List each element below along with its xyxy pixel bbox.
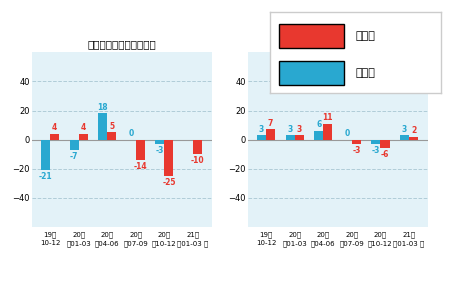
Text: 18: 18 <box>97 103 108 112</box>
Text: 4: 4 <box>52 123 57 132</box>
Bar <box>400 135 409 140</box>
Text: 0: 0 <box>129 129 134 138</box>
Text: 3: 3 <box>259 125 264 134</box>
Text: 月10-12: 月10-12 <box>152 240 177 247</box>
Text: 3: 3 <box>297 125 302 134</box>
Text: 月01-03: 月01-03 <box>282 240 307 247</box>
Text: -7: -7 <box>70 152 78 161</box>
Text: 月04-06: 月04-06 <box>311 240 336 247</box>
Text: -10: -10 <box>191 156 204 165</box>
Text: -25: -25 <box>162 178 176 187</box>
Title: １棟当り受注床面積指数（全国）: １棟当り受注床面積指数（全国） <box>291 39 384 49</box>
Text: 月01-03 月: 月01-03 月 <box>177 240 208 247</box>
Text: 20年: 20年 <box>288 231 301 238</box>
Bar <box>193 140 202 154</box>
Title: 総受注金額指数（全国）: 総受注金額指数（全国） <box>87 39 156 49</box>
Text: 20年: 20年 <box>345 231 358 238</box>
Text: 5: 5 <box>109 122 114 131</box>
Text: 見通し: 見通し <box>356 68 375 78</box>
Bar <box>69 140 79 150</box>
Text: -3: -3 <box>156 146 164 155</box>
Bar <box>155 140 164 144</box>
Text: 10-12: 10-12 <box>40 240 60 246</box>
Text: -3: -3 <box>352 146 360 155</box>
Bar <box>98 113 107 140</box>
Text: 月10-12: 月10-12 <box>368 240 393 247</box>
Text: 11: 11 <box>323 113 333 122</box>
Text: 21年: 21年 <box>186 231 199 238</box>
Bar <box>266 129 275 140</box>
Text: 月07-09: 月07-09 <box>339 240 364 247</box>
Text: 0: 0 <box>345 129 350 138</box>
FancyBboxPatch shape <box>279 24 343 48</box>
Text: 3: 3 <box>288 125 292 134</box>
Bar <box>79 134 88 140</box>
Bar <box>41 140 50 170</box>
Text: -21: -21 <box>39 172 52 181</box>
Text: 月01-03: 月01-03 <box>66 240 91 247</box>
Text: 20年: 20年 <box>317 231 330 238</box>
Text: -6: -6 <box>381 150 389 159</box>
Text: 月07-09: 月07-09 <box>123 240 148 247</box>
Text: 4: 4 <box>81 123 86 132</box>
Text: 19年: 19年 <box>260 231 273 238</box>
Bar <box>285 135 295 140</box>
Text: 2: 2 <box>411 126 416 135</box>
Text: 19年: 19年 <box>44 231 57 238</box>
Text: 20年: 20年 <box>72 231 85 238</box>
Text: 7: 7 <box>268 119 273 128</box>
Bar <box>164 140 174 176</box>
Bar <box>50 134 59 140</box>
Text: 実　績: 実 績 <box>356 31 375 41</box>
Text: 10-12: 10-12 <box>256 240 276 246</box>
Text: 20年: 20年 <box>129 231 142 238</box>
Text: 20年: 20年 <box>374 231 387 238</box>
Bar <box>107 132 117 140</box>
Bar <box>409 137 418 140</box>
Text: -3: -3 <box>372 146 380 155</box>
Bar <box>314 131 323 140</box>
Bar <box>136 140 145 160</box>
Text: 21年: 21年 <box>402 231 415 238</box>
Text: 6: 6 <box>316 120 321 129</box>
Text: 月01-03 月: 月01-03 月 <box>393 240 424 247</box>
Text: 3: 3 <box>402 125 407 134</box>
Bar <box>295 135 304 140</box>
Text: 20年: 20年 <box>101 231 114 238</box>
Bar <box>352 140 361 144</box>
Bar <box>323 124 333 140</box>
Bar <box>257 135 266 140</box>
Text: 20年: 20年 <box>158 231 171 238</box>
Text: -14: -14 <box>134 162 147 171</box>
FancyBboxPatch shape <box>279 61 343 85</box>
Bar <box>371 140 380 144</box>
Text: 月04-06: 月04-06 <box>95 240 120 247</box>
Bar <box>380 140 390 148</box>
